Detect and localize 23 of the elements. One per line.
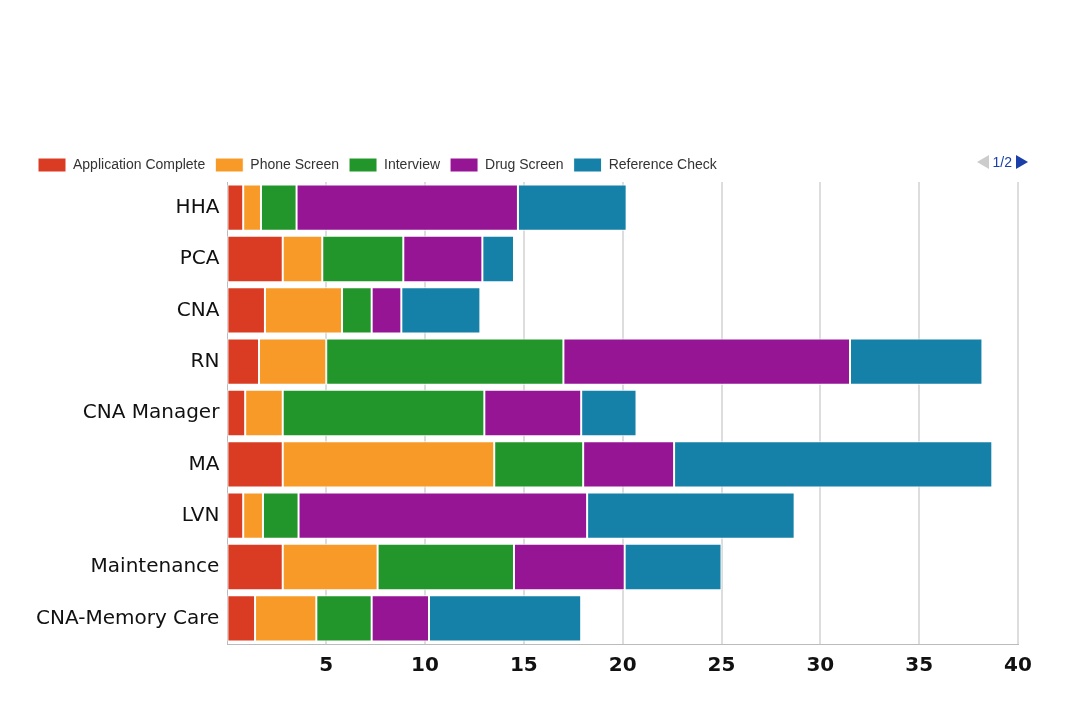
x-tick-label: 35 — [905, 652, 934, 677]
y-tick-label: RN — [190, 347, 220, 372]
y-tick-label: Maintenance — [90, 553, 220, 578]
legend-label: Application Complete — [73, 155, 206, 172]
y-tick-label: CNA — [176, 296, 220, 321]
x-tick-label: 5 — [319, 652, 334, 677]
legend-label: Interview — [384, 155, 441, 172]
legend-label: Drug Screen — [485, 155, 564, 172]
text: 1/2 — [992, 154, 1012, 170]
y-tick-label: MA — [188, 450, 220, 475]
y-tick-label: PCA — [179, 245, 220, 270]
y-tick-label: LVN — [181, 501, 220, 526]
legend-label: Reference Check — [608, 155, 718, 172]
x-tick-label: 25 — [707, 652, 736, 677]
y-tick-label: CNA-Memory Care — [36, 604, 220, 629]
x-tick-label: 15 — [509, 652, 538, 677]
x-tick-label: 10 — [411, 652, 439, 677]
y-tick-label: CNA Manager — [82, 399, 221, 424]
y-tick-label: HHA — [175, 193, 220, 218]
legend-label: Phone Screen — [250, 155, 340, 172]
x-tick-label: 20 — [608, 652, 637, 677]
x-tick-label: 30 — [806, 652, 835, 677]
x-tick-label: 40 — [1004, 652, 1032, 677]
